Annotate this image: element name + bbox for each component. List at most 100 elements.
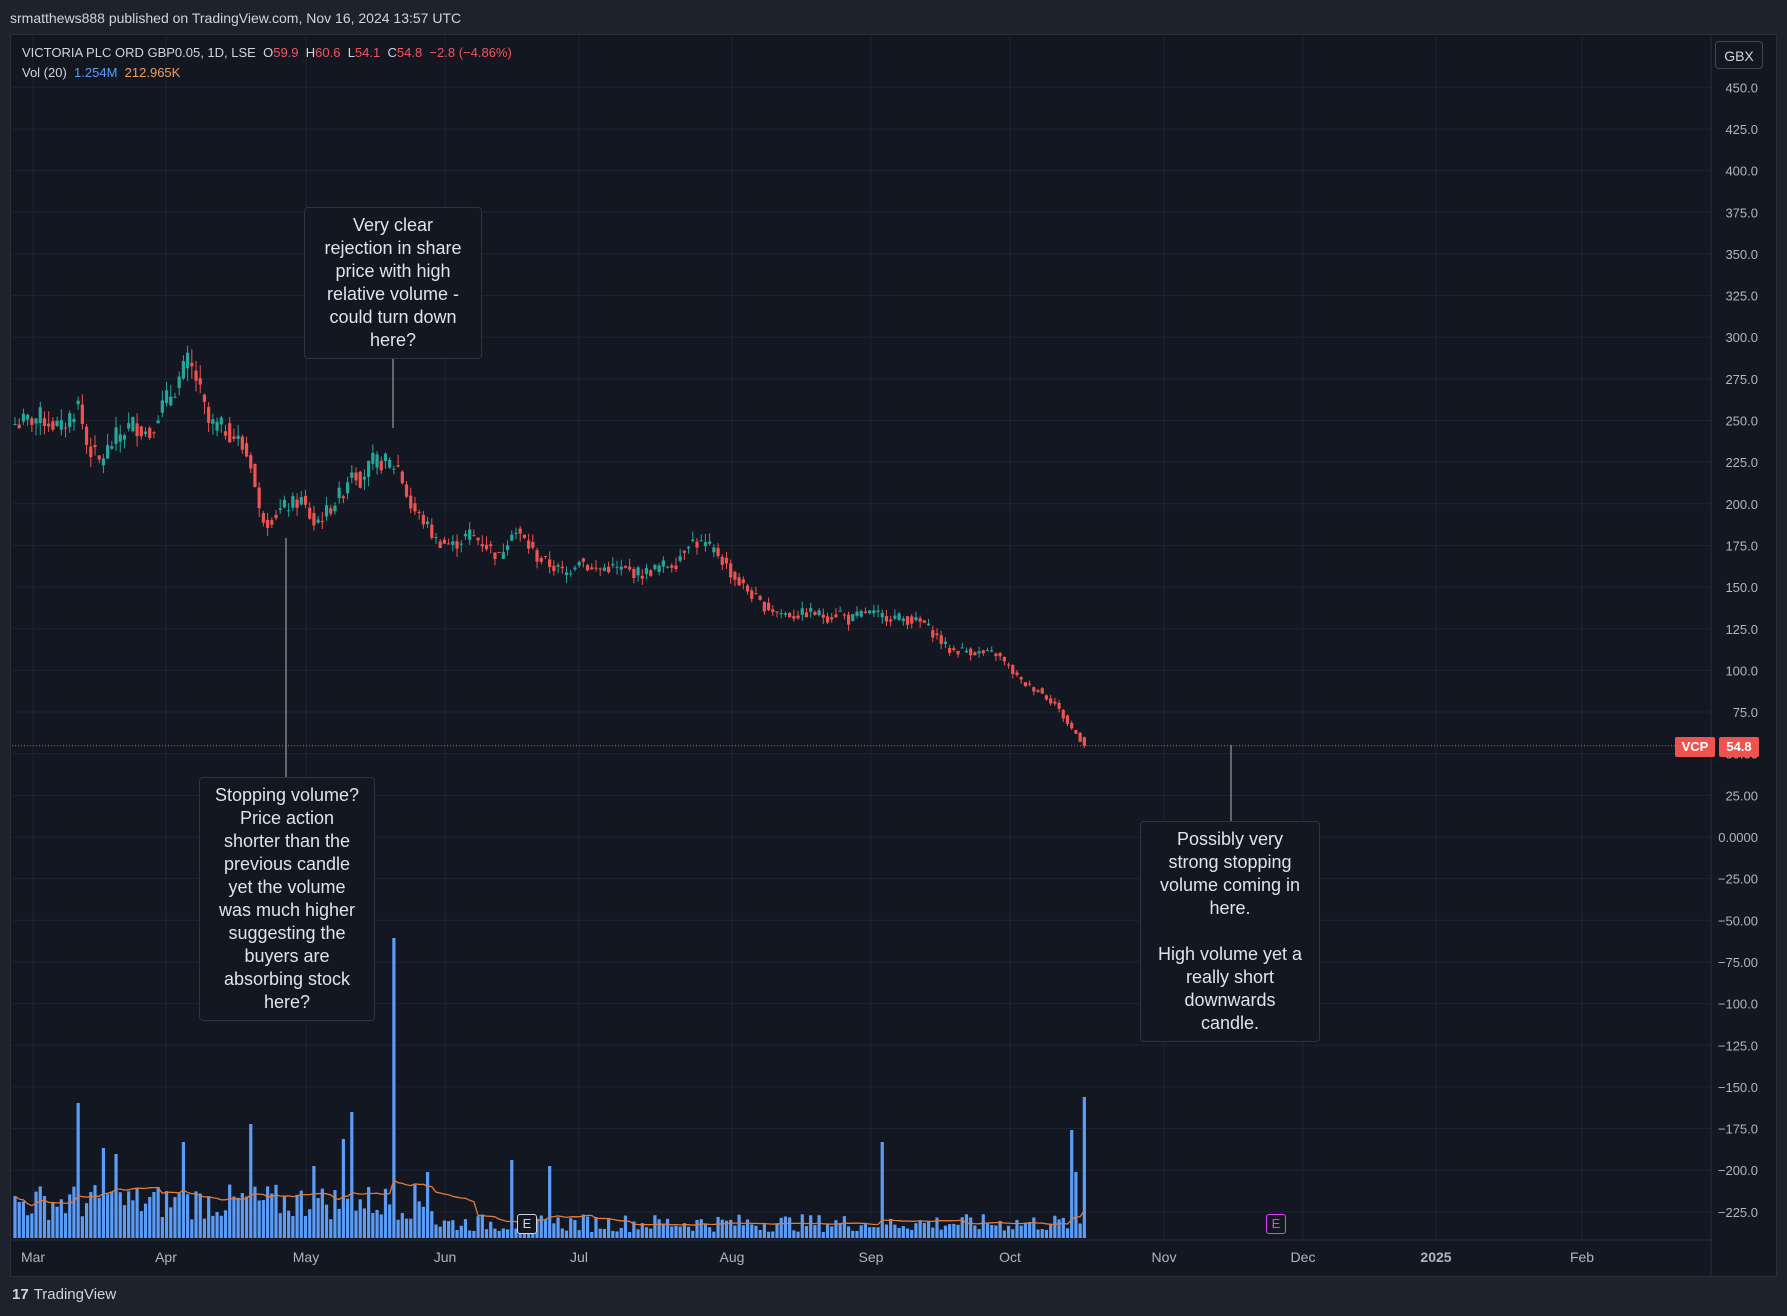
price-tick-label: 300.0 [1725,330,1758,345]
time-tick-label: Sep [859,1249,884,1265]
price-tick-label: 325.0 [1725,289,1758,304]
candle-body [964,650,969,653]
candle-body [687,546,691,549]
candle-body [303,495,308,505]
volume-bar [152,1192,156,1238]
candle-body [590,567,594,570]
volume-label[interactable]: Vol (20) [22,65,67,80]
volume-bar [535,1218,539,1238]
volume-bar [421,1206,425,1238]
volume-bar [611,1230,615,1238]
annotation-strong-stopping-volume[interactable]: Possibly very strong stopping volume com… [1140,821,1320,1042]
candle-body [1049,698,1053,704]
volume-bar [729,1219,733,1238]
volume-bar [110,1191,114,1238]
candle-body [977,651,981,654]
candle-body [510,534,514,541]
candle-body [219,417,223,425]
volume-bar [194,1191,198,1238]
volume-bar [809,1215,813,1238]
candle-body [139,426,143,437]
candle-body [712,547,716,553]
tradingview-footer[interactable]: 17 TradingView [12,1286,116,1303]
volume-bar [918,1220,922,1238]
candle-body [26,414,30,420]
candle-body [367,460,371,477]
candle-body [472,535,476,537]
candle-body [788,612,792,618]
candle-body [388,459,392,468]
candle-body [1057,702,1061,709]
currency-button[interactable]: GBX [1715,41,1763,69]
volume-bar [51,1202,55,1238]
volume-bar [358,1199,362,1238]
volume-bar [623,1215,628,1238]
annotation-rejection[interactable]: Very clear rejection in share price with… [304,207,482,359]
volume-bar [1065,1228,1070,1238]
candle-body [308,507,312,519]
volume-bar [846,1226,851,1238]
tradingview-brand: TradingView [33,1286,117,1303]
candle-body [291,496,295,508]
candle-body [577,561,581,566]
last-price-badge: 54.8 [1719,737,1759,757]
candle-body [375,454,379,468]
volume-bar [93,1185,97,1238]
volume-bar [430,1211,434,1238]
price-tick-label: 125.0 [1725,622,1758,637]
candle-body [969,648,973,656]
candle-body [505,545,510,551]
price-tick-label: 75.0 [1733,705,1758,720]
volume-bar [505,1229,510,1238]
volume-bar [981,1214,985,1238]
candle-body [846,614,851,625]
symbol-name[interactable]: VICTORIA PLC ORD GBP0.05, 1D, LSE [22,45,256,60]
annotation-stopping-volume[interactable]: Stopping volume? Price action shorter th… [199,777,375,1021]
candle-body [270,520,274,525]
price-tick-label: 175.0 [1725,538,1758,553]
volume-bar [695,1219,699,1238]
earnings-event-marker[interactable]: E [517,1214,537,1234]
volume-bar [939,1229,943,1238]
volume-bar [813,1225,817,1238]
volume-bar [223,1210,228,1238]
candle-body [404,484,409,497]
volume-bar [543,1219,548,1238]
volume-bar [34,1191,38,1238]
volume-bar [30,1213,34,1238]
volume-value: 1.254M [74,65,118,80]
candle-body [89,446,93,458]
candle-body [548,559,552,568]
volume-bar [539,1215,543,1238]
price-tick-label: 25.00 [1725,788,1758,803]
close-value: 54.8 [396,45,423,60]
volume-bar [821,1231,825,1238]
candle-body [771,609,775,613]
volume-bar [266,1186,270,1238]
price-tick-label: 425.0 [1725,122,1758,137]
candle-body [392,468,396,470]
volume-bar [914,1223,918,1238]
volume-bar [514,1228,518,1238]
candle-body [177,376,181,389]
candle-body [560,566,564,569]
candle-body [274,514,278,519]
upcoming-earnings-marker[interactable]: E [1266,1214,1286,1234]
candle-body [341,496,345,499]
candle-body [13,424,17,426]
volume-bar [1019,1225,1023,1238]
candle-body [1011,665,1015,674]
volume-bar [889,1218,893,1238]
volume-ma-path [14,1178,1085,1226]
volume-bar [766,1231,771,1238]
volume-bar [97,1197,101,1238]
open-value: 59.9 [273,45,299,60]
volume-bar [800,1214,804,1238]
volume-bar [17,1202,21,1238]
candle-body [190,362,194,367]
candle-body [1074,730,1078,734]
candle-body [93,445,97,448]
candle-body [868,610,872,614]
candle-body [110,446,114,449]
